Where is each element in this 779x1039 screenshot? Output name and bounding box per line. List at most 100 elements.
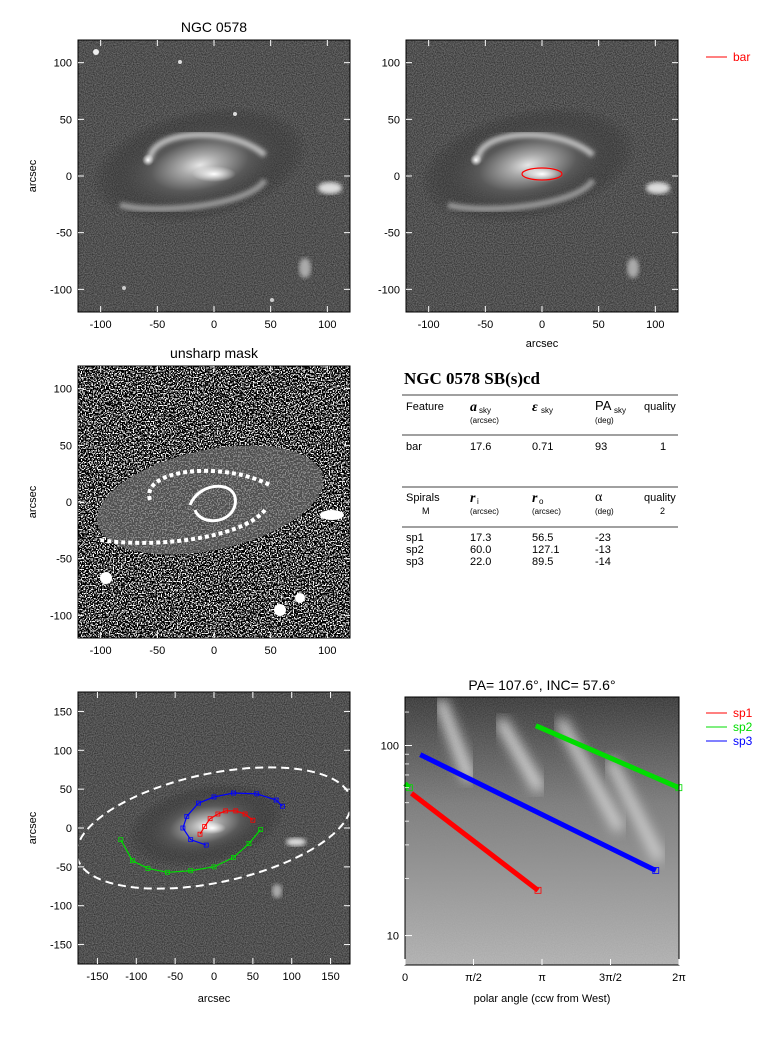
x-tick-label: 50 [593,319,605,331]
y-tick-label: -100 [50,610,72,622]
panel-6-polar-plot: 0 π/2 π 3π/2 2π 100 10 PA= 107.6°, INC= 57.6°… [381,677,753,1005]
spiral-fits [403,723,683,894]
x-tick-label: -50 [167,971,183,983]
x-tick-label: -50 [149,319,165,331]
cell-ro: 56.5 [532,532,553,544]
star [142,154,154,166]
y-tick-label: -50 [56,862,72,874]
y-axis-ticks: 100 50 0 -50 -100 [50,58,350,296]
panel-3-unsharp-mask: -100 -50 0 50 100 100 50 0 -50 -100 unsharp mask… [27,345,351,657]
companion-galaxy [627,258,639,278]
legend: bar [706,50,750,64]
star [122,286,126,290]
x-tick-label: 100 [646,319,664,331]
legend-label: sp3 [733,734,753,748]
cell-a: 17.6 [470,441,491,453]
sp2-marker [164,869,170,875]
sp2-marker [246,841,252,846]
y-tick-label: -100 [378,284,400,296]
y-axis-ticks: 100 10 [381,711,412,943]
sp3-marker [203,842,209,848]
panel-title: unsharp mask [170,345,259,361]
header-eps-sub: sky [541,406,553,415]
sp3-marker [279,803,285,809]
panel-2-bar-overlay: -100 -50 0 50 100 100 50 0 -50 -100 arcsec bar [378,39,750,350]
header-quality-value: 2 [660,506,665,516]
y-tick-label: 100 [54,745,72,757]
spiral-arm [99,508,267,545]
header-eps: ε [532,400,538,415]
stripe [605,757,665,863]
star [470,154,482,166]
sp2-fit-line [403,781,412,790]
y-tick-label: 0 [394,171,400,183]
y-tick-label: 150 [54,706,72,718]
y-tick-label: -100 [50,901,72,913]
galaxy-disk [419,106,637,224]
header-feature: Feature [406,401,444,413]
galaxy-core [520,166,564,182]
header-ri: r [470,491,476,506]
sp2-marker [129,858,135,864]
x-tick-label: π/2 [465,972,482,984]
y-tick-label: 100 [54,384,72,396]
sp3-marker [196,800,201,806]
x-axis-ticks: -100 -50 0 50 100 [418,40,665,331]
sp1-marker [223,808,229,814]
sp1-endpoint [534,886,542,894]
spiral-rows: sp1 17.3 56.5 -23 sp2 60.0 127.1 -13 sp3 22.0 89.5… [406,532,611,568]
sp1-marker [250,817,256,823]
x-tick-label: 2π [672,972,686,984]
sp1-marker [207,816,213,822]
x-tick-label: 0 [539,319,545,331]
spiral-arm [119,178,268,212]
x-tick-label: π [538,972,546,984]
y-tick-label: 0 [66,823,72,835]
x-tick-label: 0 [211,971,217,983]
spiral-overlays [75,766,353,890]
y-axis-label: arcsec [27,159,39,192]
x-axis-label: arcsec [526,338,559,350]
table-row: sp3 22.0 89.5 -14 [406,556,611,568]
sp2-marker [211,864,217,870]
x-axis-label: polar angle (ccw from West) [474,993,611,1005]
image-noise [405,697,679,965]
x-tick-label: -100 [90,319,112,331]
x-tick-label: 0 [402,972,408,984]
y-tick-label: 50 [60,440,72,452]
sp3-marker [211,794,217,800]
sp1-fit-line [410,791,540,893]
spiral-arm [147,131,267,161]
panel-title: PA= 107.6°, INC= 57.6° [468,677,615,693]
x-tick-label: -100 [418,319,440,331]
x-tick-label: 100 [318,645,336,657]
star [178,60,182,64]
header-pa: PA [595,398,612,413]
x-tick-label: 50 [265,319,277,331]
panel-title: NGC 0578 [181,19,247,35]
x-axis-ticks: -150 -100 -50 0 50 100 150 [86,692,340,983]
header-spirals-m: M [422,506,430,516]
header-ri-sub: i [477,497,479,506]
header-ro: r [532,491,538,506]
galaxy-core [192,166,236,182]
header-quality: quality [644,492,676,504]
y-tick-label: -150 [50,940,72,952]
y-tick-label: 100 [382,58,400,70]
header-a-sub: sky [479,406,491,415]
y-tick-label: 50 [388,114,400,126]
header-quality: quality [644,401,676,413]
x-tick-label: -150 [86,971,108,983]
panel-1-galaxy-image: -100 -50 0 50 100 100 50 0 -50 -100 NGC 0578 arc… [27,19,351,331]
cell-alpha: -23 [595,532,611,544]
cell-ro: 127.1 [532,544,560,556]
sp2-marker [145,866,151,871]
x-tick-label: -100 [125,971,147,983]
sp3-marker [180,825,186,831]
sp2-fit-line [534,723,680,790]
x-tick-label: 0 [211,645,217,657]
spiral-arm [147,468,271,501]
header-pa-sub: sky [614,406,626,415]
sp2-spiral-trace [120,829,262,873]
